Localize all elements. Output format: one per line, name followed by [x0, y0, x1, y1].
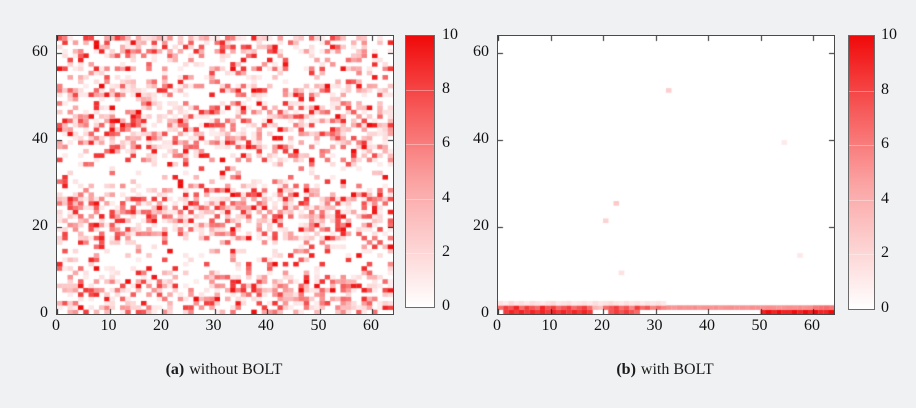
colorbar-tick-line [849, 90, 874, 92]
caption-a: (a) without BOLT [56, 360, 392, 380]
colorbar-tick-line [849, 254, 874, 256]
colorbar-a [405, 35, 435, 308]
heatmap-b-plot [497, 35, 835, 315]
heatmap-a-canvas [57, 36, 393, 314]
y-tick-label: 40 [32, 130, 48, 148]
colorbar-tick-label: 4 [881, 189, 889, 207]
x-tick-label: 10 [541, 317, 558, 334]
x-tick-label: 60 [804, 317, 820, 334]
colorbar-tick-line [406, 198, 434, 200]
caption-b-text: with BOLT [640, 361, 714, 378]
colorbar-b [848, 35, 875, 310]
y-tick-label: 60 [473, 43, 489, 61]
y-tick-label: 20 [32, 217, 48, 235]
x-tick-label: 10 [100, 317, 117, 334]
x-tick-label: 0 [52, 317, 60, 334]
y-tick-label: 20 [473, 217, 489, 235]
colorbar-tick-label: 10 [442, 26, 458, 43]
x-tick-label: 20 [153, 317, 169, 334]
colorbar-tick-label: 6 [881, 135, 889, 153]
x-tick-label: 20 [594, 317, 610, 334]
y-tick-label: 0 [40, 304, 48, 321]
caption-a-text: without BOLT [189, 361, 283, 378]
colorbar-tick-label: 8 [881, 80, 889, 98]
x-tick-label: 50 [751, 317, 768, 334]
x-tick-label: 50 [310, 317, 327, 334]
colorbar-tick-label: 10 [881, 26, 897, 43]
colorbar-tick-label: 4 [442, 188, 450, 206]
x-tick-label: 30 [205, 317, 222, 334]
colorbar-tick-line [406, 144, 434, 146]
colorbar-tick-label: 0 [881, 299, 889, 316]
colorbar-tick-line [406, 90, 434, 92]
caption-b: (b) with BOLT [497, 360, 833, 380]
colorbar-tick-label: 6 [442, 134, 450, 152]
colorbar-tick-label: 0 [442, 297, 450, 314]
x-tick-label: 0 [493, 317, 501, 334]
y-tick-label: 60 [32, 43, 48, 61]
y-tick-label: 0 [481, 304, 489, 321]
caption-a-label: (a) [165, 361, 185, 378]
colorbar-tick-line [406, 252, 434, 254]
colorbar-tick-line [849, 199, 874, 201]
x-tick-label: 40 [258, 317, 274, 334]
colorbar-tick-label: 8 [442, 80, 450, 98]
x-tick-label: 40 [699, 317, 715, 334]
y-tick-label: 40 [473, 130, 489, 148]
x-tick-label: 30 [646, 317, 663, 334]
heatmap-b-canvas [498, 36, 834, 314]
x-tick-label: 60 [363, 317, 379, 334]
colorbar-tick-line [849, 145, 874, 147]
colorbar-tick-label: 2 [442, 242, 450, 260]
colorbar-tick-label: 2 [881, 244, 889, 262]
heatmap-a-plot [56, 35, 394, 315]
caption-b-label: (b) [616, 361, 636, 378]
